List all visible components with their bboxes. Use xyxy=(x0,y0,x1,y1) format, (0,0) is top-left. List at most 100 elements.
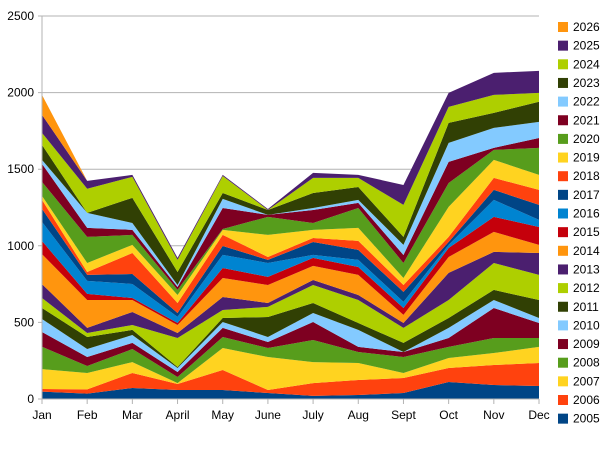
x-tick-label: May xyxy=(211,408,234,422)
legend-swatch xyxy=(558,171,568,182)
area-series-2023 xyxy=(42,101,539,286)
legend-swatch xyxy=(558,77,568,88)
y-tick-label: 0 xyxy=(27,392,34,406)
legend-swatch xyxy=(558,357,568,368)
legend-swatch xyxy=(558,339,568,350)
legend-label: 2026 xyxy=(573,20,600,34)
legend-swatch xyxy=(558,283,568,294)
legend-label: 2006 xyxy=(573,393,600,407)
legend-item-2020: 2020 xyxy=(558,132,600,146)
legend-swatch xyxy=(558,59,568,70)
x-tick-label: Nov xyxy=(483,408,504,422)
area-series-2022 xyxy=(42,121,539,288)
legend-label: 2024 xyxy=(573,57,600,71)
legend-swatch xyxy=(558,189,568,200)
x-tick-label: Dec xyxy=(528,408,549,422)
legend-item-2008: 2008 xyxy=(558,356,600,370)
plot-areas xyxy=(42,70,539,399)
legend-item-2019: 2019 xyxy=(558,151,600,165)
area-series-2010 xyxy=(42,300,539,373)
legend-swatch xyxy=(558,320,568,331)
legend-item-2018: 2018 xyxy=(558,169,600,183)
x-tick-label: Oct xyxy=(439,408,458,422)
area-series-2021 xyxy=(42,137,539,290)
x-tick-label: June xyxy=(255,408,281,422)
legend-swatch xyxy=(558,96,568,107)
x-tick-label: Jan xyxy=(32,408,51,422)
area-series-2011 xyxy=(42,289,539,369)
area-series-2009 xyxy=(42,307,539,377)
area-series-2008 xyxy=(42,336,539,384)
legend-label: 2007 xyxy=(573,374,600,388)
legend-item-2012: 2012 xyxy=(558,281,600,295)
legend-swatch xyxy=(558,413,568,424)
legend-label: 2010 xyxy=(573,318,600,332)
legend-label: 2017 xyxy=(573,188,600,202)
legend-label: 2013 xyxy=(573,262,600,276)
legend-label: 2008 xyxy=(573,356,600,370)
legend-swatch xyxy=(558,208,568,219)
legend-swatch xyxy=(558,152,568,163)
y-tick-label: 1500 xyxy=(7,162,34,176)
legend-label: 2009 xyxy=(573,337,600,351)
y-tick-label: 1000 xyxy=(7,239,34,253)
legend-label: 2016 xyxy=(573,207,600,221)
legend-item-2014: 2014 xyxy=(558,244,600,258)
legend-item-2009: 2009 xyxy=(558,337,600,351)
area-series-2018 xyxy=(42,177,539,314)
area-series-2024 xyxy=(42,92,539,272)
legend-label: 2018 xyxy=(573,169,600,183)
legend-swatch xyxy=(558,115,568,126)
legend-swatch xyxy=(558,133,568,144)
legend-label: 2005 xyxy=(573,412,600,426)
legend-swatch xyxy=(558,40,568,51)
legend: 2026 2025 2024 2023 2022 2021 2020 2019 2018 2017… xyxy=(558,20,600,426)
legend-label: 2014 xyxy=(573,244,600,258)
area-series-2014 xyxy=(42,231,539,333)
legend-item-2006: 2006 xyxy=(558,393,600,407)
legend-swatch xyxy=(558,376,568,387)
x-tick-label: Feb xyxy=(77,408,98,422)
legend-swatch xyxy=(558,245,568,256)
legend-swatch xyxy=(558,264,568,275)
legend-item-2005: 2005 xyxy=(558,412,600,426)
legend-swatch xyxy=(558,22,568,32)
legend-item-2022: 2022 xyxy=(558,95,600,109)
legend-item-2021: 2021 xyxy=(558,113,600,127)
legend-label: 2021 xyxy=(573,113,600,127)
legend-label: 2019 xyxy=(573,151,600,165)
legend-item-2017: 2017 xyxy=(558,188,600,202)
legend-swatch xyxy=(558,227,568,238)
y-tick-label: 2000 xyxy=(7,86,34,100)
area-series-2019 xyxy=(42,159,539,303)
area-series-2013 xyxy=(42,251,539,339)
x-tick-label: April xyxy=(166,408,190,422)
legend-item-2023: 2023 xyxy=(558,76,600,90)
area-series-2012 xyxy=(42,262,539,367)
legend-label: 2022 xyxy=(573,95,600,109)
x-tick-label: Sept xyxy=(391,408,416,422)
area-series-2005 xyxy=(42,381,539,399)
legend-item-2026: 2026 xyxy=(558,20,600,34)
area-series-2020 xyxy=(42,147,539,295)
legend-item-2007: 2007 xyxy=(558,374,600,388)
area-series-2017 xyxy=(42,189,539,317)
legend-item-2024: 2024 xyxy=(558,57,600,71)
axes: 0 500 1000 1500 2000 2500 Jan Feb Mar April May Jun… xyxy=(7,9,549,422)
x-tick-label: July xyxy=(302,408,323,422)
legend-item-2010: 2010 xyxy=(558,318,600,332)
area-series-2015 xyxy=(42,216,539,326)
y-tick-label: 2500 xyxy=(7,9,34,23)
area-series-2025 xyxy=(42,70,539,260)
legend-label: 2012 xyxy=(573,281,600,295)
legend-item-2011: 2011 xyxy=(558,300,599,314)
area-series-2016 xyxy=(42,199,539,324)
y-tick-label: 500 xyxy=(14,315,34,329)
legend-item-2025: 2025 xyxy=(558,39,600,53)
legend-item-2015: 2015 xyxy=(558,225,600,239)
legend-label: 2020 xyxy=(573,132,600,146)
legend-label: 2025 xyxy=(573,39,600,53)
legend-label: 2023 xyxy=(573,76,600,90)
x-tick-label: Aug xyxy=(348,408,369,422)
legend-label: 2011 xyxy=(573,300,599,314)
